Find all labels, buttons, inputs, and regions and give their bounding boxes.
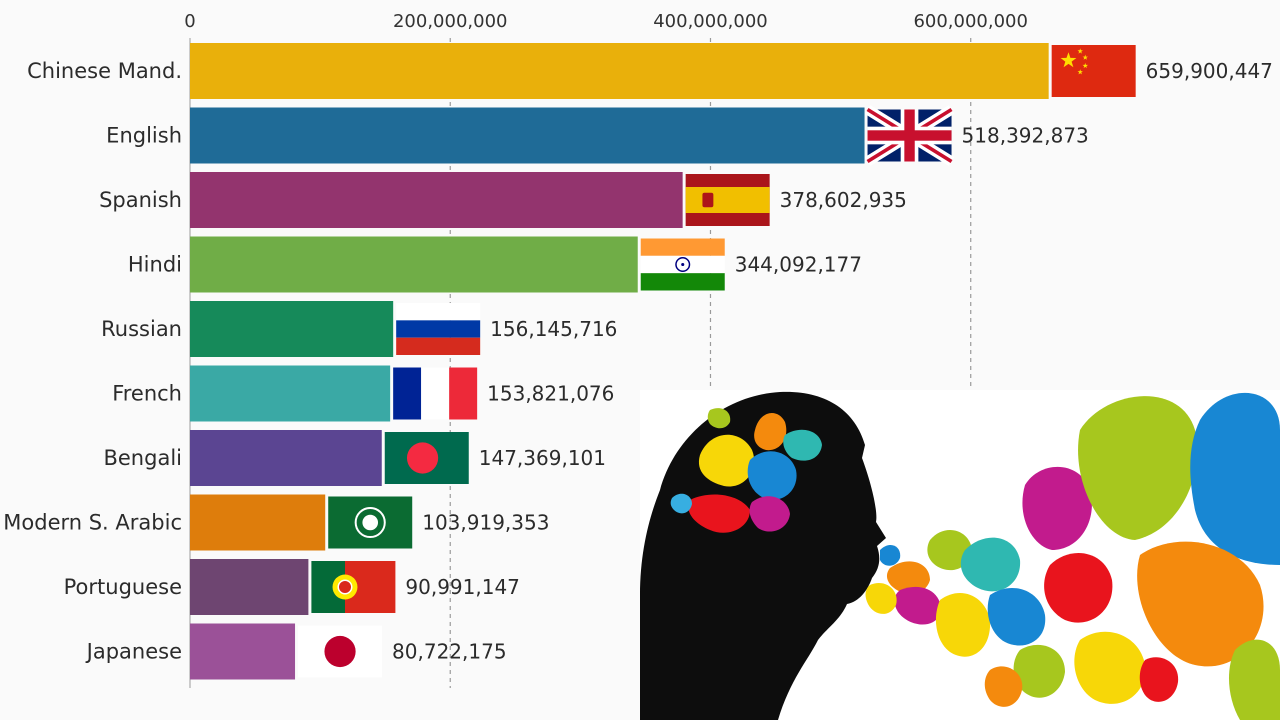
bar xyxy=(190,559,309,615)
bar xyxy=(190,301,394,357)
x-tick-label: 0 xyxy=(184,11,195,32)
bar xyxy=(190,430,382,486)
bar xyxy=(190,236,638,293)
spain-flag xyxy=(685,174,770,226)
speaking-head-icon xyxy=(640,390,1280,720)
bar-row: English 518,392,873 xyxy=(106,105,1089,166)
bar-row: Spanish 378,602,935 xyxy=(99,172,907,228)
bar-row: Chinese Mand. 659,900,447 xyxy=(27,43,1273,99)
france-flag xyxy=(393,367,478,420)
arab-league-flag xyxy=(328,496,413,549)
japan-flag xyxy=(298,625,383,678)
value-label: 80,722,175 xyxy=(392,640,507,664)
x-axis-ticks: 0 200,000,000 400,000,000 600,000,000 xyxy=(184,11,1028,32)
category-label: Modern S. Arabic xyxy=(3,511,182,535)
x-tick-label: 200,000,000 xyxy=(393,11,508,32)
category-label: French xyxy=(112,382,182,406)
x-tick-label: 600,000,000 xyxy=(913,11,1028,32)
bar xyxy=(190,43,1049,99)
india-flag xyxy=(640,238,725,291)
bar-row: Bengali 147,369,101 xyxy=(103,430,606,486)
value-label: 147,369,101 xyxy=(479,446,606,470)
russia-flag xyxy=(396,303,481,355)
bar xyxy=(190,172,683,228)
portugal-flag xyxy=(311,561,396,613)
bar-row: Hindi 344,092,177 xyxy=(128,236,862,293)
bar-row: Japanese 80,722,175 xyxy=(85,623,507,680)
value-label: 153,821,076 xyxy=(487,382,614,406)
bar-row: Modern S. Arabic 103,919,353 xyxy=(3,494,549,551)
bar xyxy=(190,623,296,680)
uk-flag xyxy=(864,105,955,166)
category-label: Russian xyxy=(101,317,182,341)
value-label: 378,602,935 xyxy=(780,188,907,212)
bar xyxy=(190,494,326,551)
bar-row: French 153,821,076 xyxy=(112,365,614,422)
bar xyxy=(190,107,865,164)
bar-row: Portuguese 90,991,147 xyxy=(64,559,520,615)
category-label: Spanish xyxy=(99,188,182,212)
category-label: Bengali xyxy=(103,446,182,470)
china-flag xyxy=(1051,45,1136,97)
bars: Chinese Mand. 659,900,447 English 518,392,8… xyxy=(3,43,1273,680)
category-label: English xyxy=(106,124,182,148)
bangladesh-flag xyxy=(384,432,469,484)
x-tick-label: 400,000,000 xyxy=(653,11,768,32)
value-label: 90,991,147 xyxy=(405,575,520,599)
category-label: Chinese Mand. xyxy=(27,59,182,83)
value-label: 103,919,353 xyxy=(422,511,549,535)
bar xyxy=(190,365,391,422)
category-label: Hindi xyxy=(128,253,182,277)
category-label: Japanese xyxy=(85,640,182,664)
value-label: 344,092,177 xyxy=(735,253,862,277)
value-label: 518,392,873 xyxy=(962,124,1089,148)
value-label: 156,145,716 xyxy=(490,317,617,341)
bar-row: Russian 156,145,716 xyxy=(101,301,617,357)
category-label: Portuguese xyxy=(64,575,182,599)
value-label: 659,900,447 xyxy=(1146,59,1273,83)
